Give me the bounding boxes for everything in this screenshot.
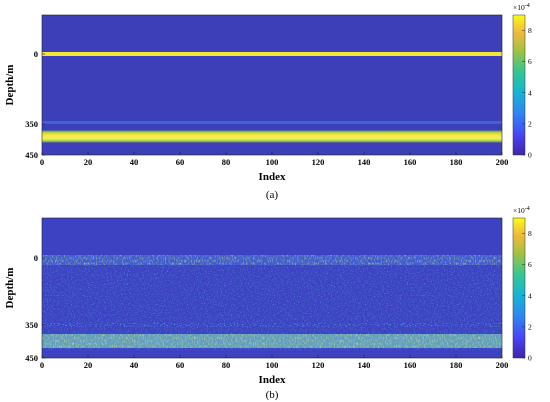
y-tick-label: 450 bbox=[25, 353, 38, 363]
y-axis-label-b: Depth/m bbox=[4, 268, 16, 309]
x-tick-label: 0 bbox=[40, 360, 44, 370]
y-ticks-b: 0 350 450 bbox=[25, 253, 45, 363]
y-tick-label: 0 bbox=[34, 49, 38, 59]
x-tick-label: 120 bbox=[312, 157, 325, 167]
x-tick-label: 80 bbox=[222, 360, 231, 370]
colorbar-tick-label: 0 bbox=[528, 151, 532, 160]
y-axis-label-a: Depth/m bbox=[4, 65, 16, 106]
x-tick-label: 20 bbox=[84, 360, 93, 370]
reflector-0-b bbox=[42, 255, 502, 265]
y-tick-label: 0 bbox=[34, 253, 38, 263]
colorbar-exponent-a: ×10-4 bbox=[513, 3, 530, 12]
colorbar-tick-label: 8 bbox=[528, 229, 532, 238]
x-tick-label: 140 bbox=[358, 157, 371, 167]
reflector-0-a bbox=[42, 52, 502, 56]
x-axis-label-b: Index bbox=[259, 374, 286, 386]
colorbar-scale-a bbox=[512, 14, 526, 156]
x-ticks-a: 0 20 40 60 80 100 120 140 160 180 200 bbox=[40, 152, 509, 167]
x-tick-label: 60 bbox=[176, 360, 185, 370]
y-tick-label: 450 bbox=[25, 150, 38, 160]
colorbar-b: 0 2 4 6 8 ×10-4 bbox=[512, 206, 532, 363]
caption-a: (a) bbox=[266, 189, 279, 201]
reflector-350-a bbox=[42, 121, 502, 124]
colorbar-tick-label: 4 bbox=[528, 88, 532, 97]
colorbar-tick-label: 4 bbox=[528, 291, 532, 300]
x-tick-label: 200 bbox=[496, 157, 509, 167]
colorbar-tick-label: 8 bbox=[528, 26, 532, 35]
x-tick-label: 80 bbox=[222, 157, 231, 167]
x-tick-label: 180 bbox=[450, 360, 463, 370]
colorbar-a: 0 2 4 6 8 ×10-4 bbox=[512, 3, 532, 160]
x-tick-label: 20 bbox=[84, 157, 93, 167]
x-tick-label: 100 bbox=[266, 360, 279, 370]
x-axis-label-a: Index bbox=[259, 171, 286, 183]
colorbar-tick-label: 6 bbox=[528, 57, 532, 66]
x-tick-label: 60 bbox=[176, 157, 185, 167]
x-ticks-b: 0 20 40 60 80 100 120 140 160 180 200 bbox=[40, 355, 509, 370]
x-tick-label: 0 bbox=[40, 157, 44, 167]
colorbar-tick-label: 6 bbox=[528, 260, 532, 269]
x-tick-label: 160 bbox=[404, 157, 417, 167]
y-tick-label: 350 bbox=[25, 119, 38, 129]
x-tick-label: 120 bbox=[312, 360, 325, 370]
colorbar-tick-label: 2 bbox=[528, 119, 532, 128]
reflector-350-b bbox=[42, 323, 502, 327]
colorbar-exponent-b: ×10-4 bbox=[513, 206, 530, 215]
x-tick-label: 180 bbox=[450, 157, 463, 167]
x-tick-label: 100 bbox=[266, 157, 279, 167]
x-tick-label: 40 bbox=[130, 157, 139, 167]
x-tick-label: 140 bbox=[358, 360, 371, 370]
reflector-deep-a bbox=[42, 130, 502, 143]
y-ticks-a: 0 350 450 bbox=[25, 49, 45, 160]
caption-b: (b) bbox=[266, 389, 279, 401]
x-tick-label: 160 bbox=[404, 360, 417, 370]
colorbar-tick-label: 2 bbox=[528, 322, 532, 331]
y-tick-label: 350 bbox=[25, 320, 38, 330]
colorbar-scale-b bbox=[512, 217, 526, 359]
x-tick-label: 200 bbox=[496, 360, 509, 370]
x-tick-label: 40 bbox=[130, 360, 139, 370]
colorbar-tick-label: 0 bbox=[528, 354, 532, 363]
reflector-deep-b bbox=[42, 334, 502, 348]
